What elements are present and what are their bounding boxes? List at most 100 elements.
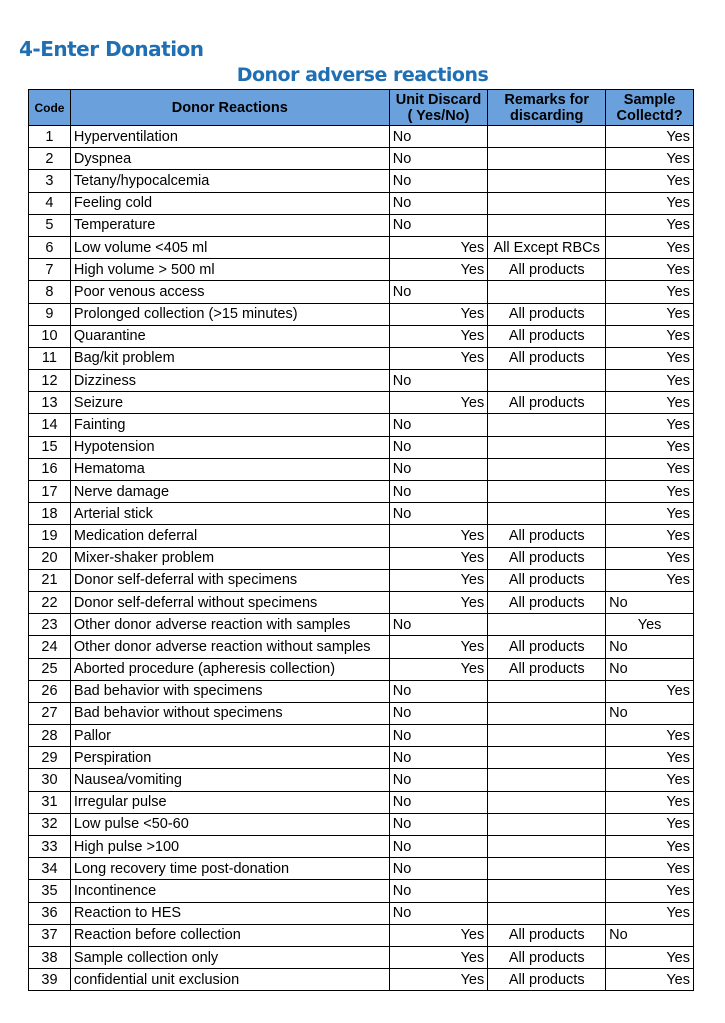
cell-sample: Yes	[605, 524, 694, 548]
cell-sample: Yes	[605, 369, 694, 393]
cell-remarks: All products	[487, 945, 607, 970]
cell-discard: No	[388, 679, 489, 703]
cell-discard: No	[388, 701, 489, 726]
cell-reaction: Aborted procedure (apheresis collection)	[69, 657, 390, 681]
cell-remarks	[487, 768, 607, 792]
cell-discard: No	[388, 768, 489, 792]
cell-discard: Yes	[388, 302, 489, 326]
cell-code: 35	[28, 879, 71, 903]
table-title: Donor adverse reactions	[236, 64, 489, 86]
cell-code: 17	[28, 479, 71, 504]
table-row: 2 Dyspnea No Yes	[28, 147, 694, 171]
cell-code: 18	[28, 502, 71, 526]
cell-reaction: Long recovery time post-donation	[69, 857, 390, 881]
table-row: 1 Hyperventilation No Yes	[28, 124, 694, 149]
donor-reactions-table: Code Donor Reactions Unit Discard ( Yes/…	[28, 89, 694, 992]
cell-reaction: Nausea/vomiting	[69, 768, 390, 792]
table-row: 24 Other donor adverse reaction without s…	[28, 635, 694, 659]
cell-sample: Yes	[605, 324, 694, 348]
cell-discard: No	[388, 502, 489, 526]
cell-reaction: Pallor	[69, 724, 390, 748]
cell-discard: No	[388, 790, 489, 814]
cell-code: 14	[28, 413, 71, 437]
cell-code: 9	[28, 302, 71, 326]
cell-remarks: All products	[487, 968, 607, 992]
cell-sample: Yes	[605, 235, 694, 260]
cell-remarks: All products	[487, 346, 607, 371]
cell-discard: Yes	[388, 568, 489, 592]
cell-code: 38	[28, 945, 71, 970]
cell-remarks: All products	[487, 258, 607, 282]
cell-reaction: Medication deferral	[69, 524, 390, 548]
table-row: 28 Pallor No Yes	[28, 724, 694, 748]
cell-discard: No	[388, 413, 489, 437]
cell-reaction: High volume > 500 ml	[69, 258, 390, 282]
cell-sample: Yes	[605, 768, 694, 792]
cell-remarks: All products	[487, 923, 607, 947]
table-row: 12 Dizziness No Yes	[28, 369, 694, 393]
cell-code: 13	[28, 391, 71, 415]
cell-remarks	[487, 435, 607, 459]
cell-discard: Yes	[388, 546, 489, 570]
cell-reaction: Incontinence	[69, 879, 390, 903]
cell-code: 6	[28, 235, 71, 260]
cell-code: 4	[28, 191, 71, 215]
cell-discard: No	[388, 834, 489, 859]
cell-remarks	[487, 901, 607, 925]
cell-reaction: Feeling cold	[69, 191, 390, 215]
cell-discard: Yes	[388, 346, 489, 371]
cell-sample: Yes	[605, 191, 694, 215]
header-discard: Unit Discard ( Yes/No)	[388, 89, 489, 126]
cell-code: 27	[28, 701, 71, 726]
cell-reaction: Bad behavior without specimens	[69, 701, 390, 726]
cell-discard: Yes	[388, 657, 489, 681]
cell-remarks	[487, 724, 607, 748]
table-row: 17 Nerve damage No Yes	[28, 479, 694, 504]
cell-discard: No	[388, 147, 489, 171]
cell-sample: Yes	[605, 746, 694, 770]
cell-reaction: Bag/kit problem	[69, 346, 390, 371]
cell-reaction: Hypotension	[69, 435, 390, 459]
cell-sample: Yes	[605, 147, 694, 171]
cell-discard: Yes	[388, 590, 489, 615]
table-row: 15 Hypotension No Yes	[28, 435, 694, 459]
cell-code: 7	[28, 258, 71, 282]
cell-remarks: All products	[487, 391, 607, 415]
table-row: 9 Prolonged collection (>15 minutes) Yes Al…	[28, 302, 694, 326]
cell-code: 12	[28, 369, 71, 393]
cell-reaction: Perspiration	[69, 746, 390, 770]
cell-sample: Yes	[605, 124, 694, 149]
cell-sample: Yes	[605, 479, 694, 504]
table-row: 38 Sample collection only Yes All products Y…	[28, 945, 694, 970]
cell-discard: No	[388, 857, 489, 881]
cell-sample: Yes	[605, 724, 694, 748]
cell-code: 8	[28, 280, 71, 304]
header-code: Code	[28, 89, 71, 126]
cell-reaction: Sample collection only	[69, 945, 390, 970]
cell-discard: Yes	[388, 945, 489, 970]
cell-remarks	[487, 213, 607, 237]
cell-code: 23	[28, 613, 71, 637]
cell-discard: Yes	[388, 923, 489, 947]
cell-reaction: Other donor adverse reaction with sample…	[69, 613, 390, 637]
cell-remarks	[487, 746, 607, 770]
cell-reaction: Irregular pulse	[69, 790, 390, 814]
cell-sample: Yes	[605, 457, 694, 482]
cell-sample: Yes	[605, 302, 694, 326]
header-row: Code Donor Reactions Unit Discard ( Yes/…	[28, 89, 694, 126]
table-row: 36 Reaction to HES No Yes	[28, 901, 694, 925]
table-row: 10 Quarantine Yes All products Yes	[28, 324, 694, 348]
table-row: 16 Hematoma No Yes	[28, 457, 694, 482]
cell-code: 36	[28, 901, 71, 925]
table-row: 35 Incontinence No Yes	[28, 879, 694, 903]
cell-sample: Yes	[605, 568, 694, 592]
cell-discard: Yes	[388, 235, 489, 260]
cell-sample: Yes	[605, 790, 694, 814]
cell-discard: No	[388, 479, 489, 504]
cell-sample: Yes	[605, 901, 694, 925]
cell-sample: Yes	[605, 213, 694, 237]
cell-remarks	[487, 857, 607, 881]
table-row: 3 Tetany/hypocalcemia No Yes	[28, 169, 694, 193]
cell-discard: No	[388, 213, 489, 237]
cell-sample: Yes	[605, 879, 694, 903]
